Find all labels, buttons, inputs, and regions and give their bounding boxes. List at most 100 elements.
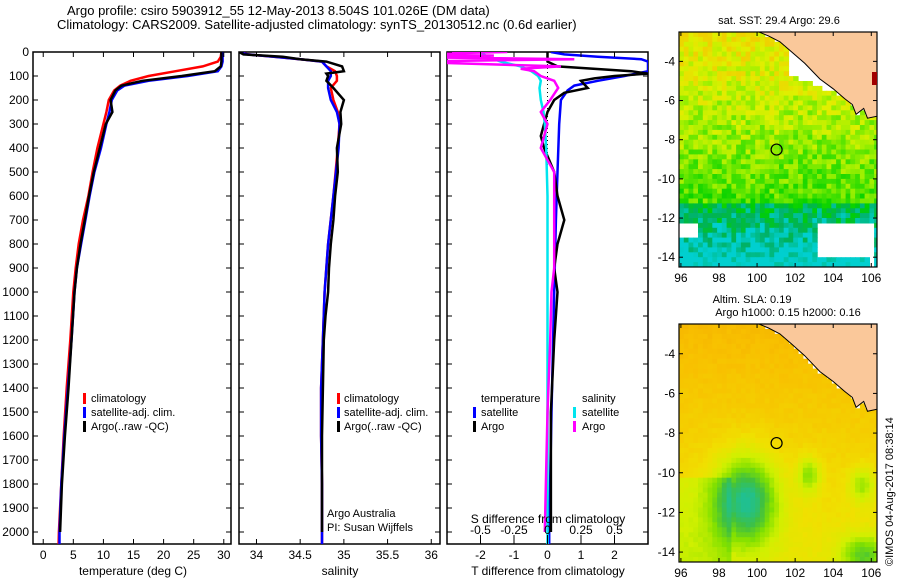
map-cell: [759, 373, 766, 380]
map-cell: [812, 164, 818, 170]
map-cell: [807, 164, 813, 170]
map-cell: [731, 262, 737, 267]
map-cell: [850, 492, 856, 499]
map-cell: [698, 522, 704, 528]
map-cell: [745, 403, 751, 409]
map-cell: [859, 527, 866, 533]
map-cell: [793, 423, 799, 429]
map-cell: [831, 448, 837, 454]
map-cell: [783, 149, 790, 155]
map-cell: [750, 218, 756, 224]
map-cell: [793, 144, 799, 151]
map-cell: [798, 90, 804, 97]
map-cell: [679, 149, 685, 155]
map-cell: [755, 512, 761, 518]
map-cell: [812, 388, 818, 395]
map-cell: [717, 125, 723, 131]
map-cell: [712, 178, 718, 185]
map-cell: [707, 472, 713, 479]
map-cell: [726, 343, 732, 350]
map-cell: [755, 149, 761, 155]
map-cell: [764, 507, 771, 514]
map-cell: [740, 547, 747, 553]
map-cell: [688, 329, 694, 335]
map-cell: [869, 125, 875, 131]
map-cell: [698, 252, 704, 258]
map-cell: [679, 188, 685, 195]
map-cell: [731, 443, 737, 449]
map-cell: [736, 71, 742, 77]
map-cell: [717, 129, 723, 136]
map-cell: [812, 373, 818, 380]
map-cell: [721, 51, 728, 58]
map-cell: [817, 403, 823, 409]
map-cell: [698, 203, 704, 209]
map-cell: [812, 213, 818, 219]
map-cell: [688, 120, 694, 126]
map-cell: [717, 237, 723, 244]
map-cell: [707, 338, 713, 345]
map-cell: [779, 139, 785, 146]
map-cell: [702, 105, 709, 111]
map-cell: [845, 129, 851, 136]
map-cell: [807, 537, 813, 543]
map-cell: [712, 433, 718, 439]
map-cell: [731, 76, 737, 82]
map-cell: [874, 183, 877, 190]
map-cell: [802, 418, 809, 424]
map-cell: [693, 378, 699, 385]
map-cell: [683, 32, 690, 38]
map-cell: [688, 338, 694, 345]
map-cell: [798, 110, 804, 116]
map-cell: [759, 129, 766, 136]
map-cell: [855, 408, 861, 414]
map-cell: [693, 71, 699, 77]
map-cell: [788, 522, 794, 528]
chart-title-line1: Argo profile: csiro 5903912_55 12-May-20…: [67, 3, 490, 18]
map-cell: [836, 100, 842, 106]
map-cell: [712, 547, 718, 553]
map-cell: [721, 338, 728, 345]
map-cell: [740, 56, 747, 62]
map-cell: [721, 208, 728, 214]
map-cell: [740, 418, 747, 424]
map-cell: [726, 552, 732, 558]
map-cell: [712, 32, 718, 38]
map-cell: [707, 213, 713, 219]
map-cell: [702, 183, 709, 190]
map-cell: [840, 393, 847, 399]
map-cell: [745, 208, 751, 214]
map-cell: [855, 139, 861, 146]
map-cell: [798, 527, 804, 533]
y-tick-label: 200: [9, 93, 29, 107]
map-cell: [774, 115, 780, 121]
map-cell: [817, 477, 823, 484]
map-cell: [755, 408, 761, 414]
map-cell: [769, 333, 775, 340]
map-cell: [740, 100, 747, 106]
map-cell: [874, 164, 877, 170]
map-cell: [788, 242, 794, 248]
map-cell: [807, 110, 813, 116]
map-cell: [874, 257, 877, 263]
map-cell: [745, 547, 751, 553]
map-cell: [712, 100, 718, 106]
map-x-tick-label: 100: [747, 271, 767, 285]
map-cell: [831, 423, 837, 429]
map-cell: [769, 388, 775, 395]
y-tick-label: 1600: [2, 429, 29, 443]
map-cell: [726, 188, 732, 195]
map-cell: [702, 448, 709, 454]
map-cell: [783, 477, 790, 484]
map-cell: [745, 110, 751, 116]
map-cell: [821, 457, 828, 464]
map-cell: [783, 557, 790, 562]
map-cell: [721, 452, 728, 459]
map-cell: [802, 517, 809, 523]
map-cell: [759, 174, 766, 180]
map-cell: [826, 378, 832, 385]
map-cell: [750, 129, 756, 136]
map-cell: [736, 227, 742, 234]
map-cell: [798, 183, 804, 190]
map-cell: [688, 373, 694, 380]
